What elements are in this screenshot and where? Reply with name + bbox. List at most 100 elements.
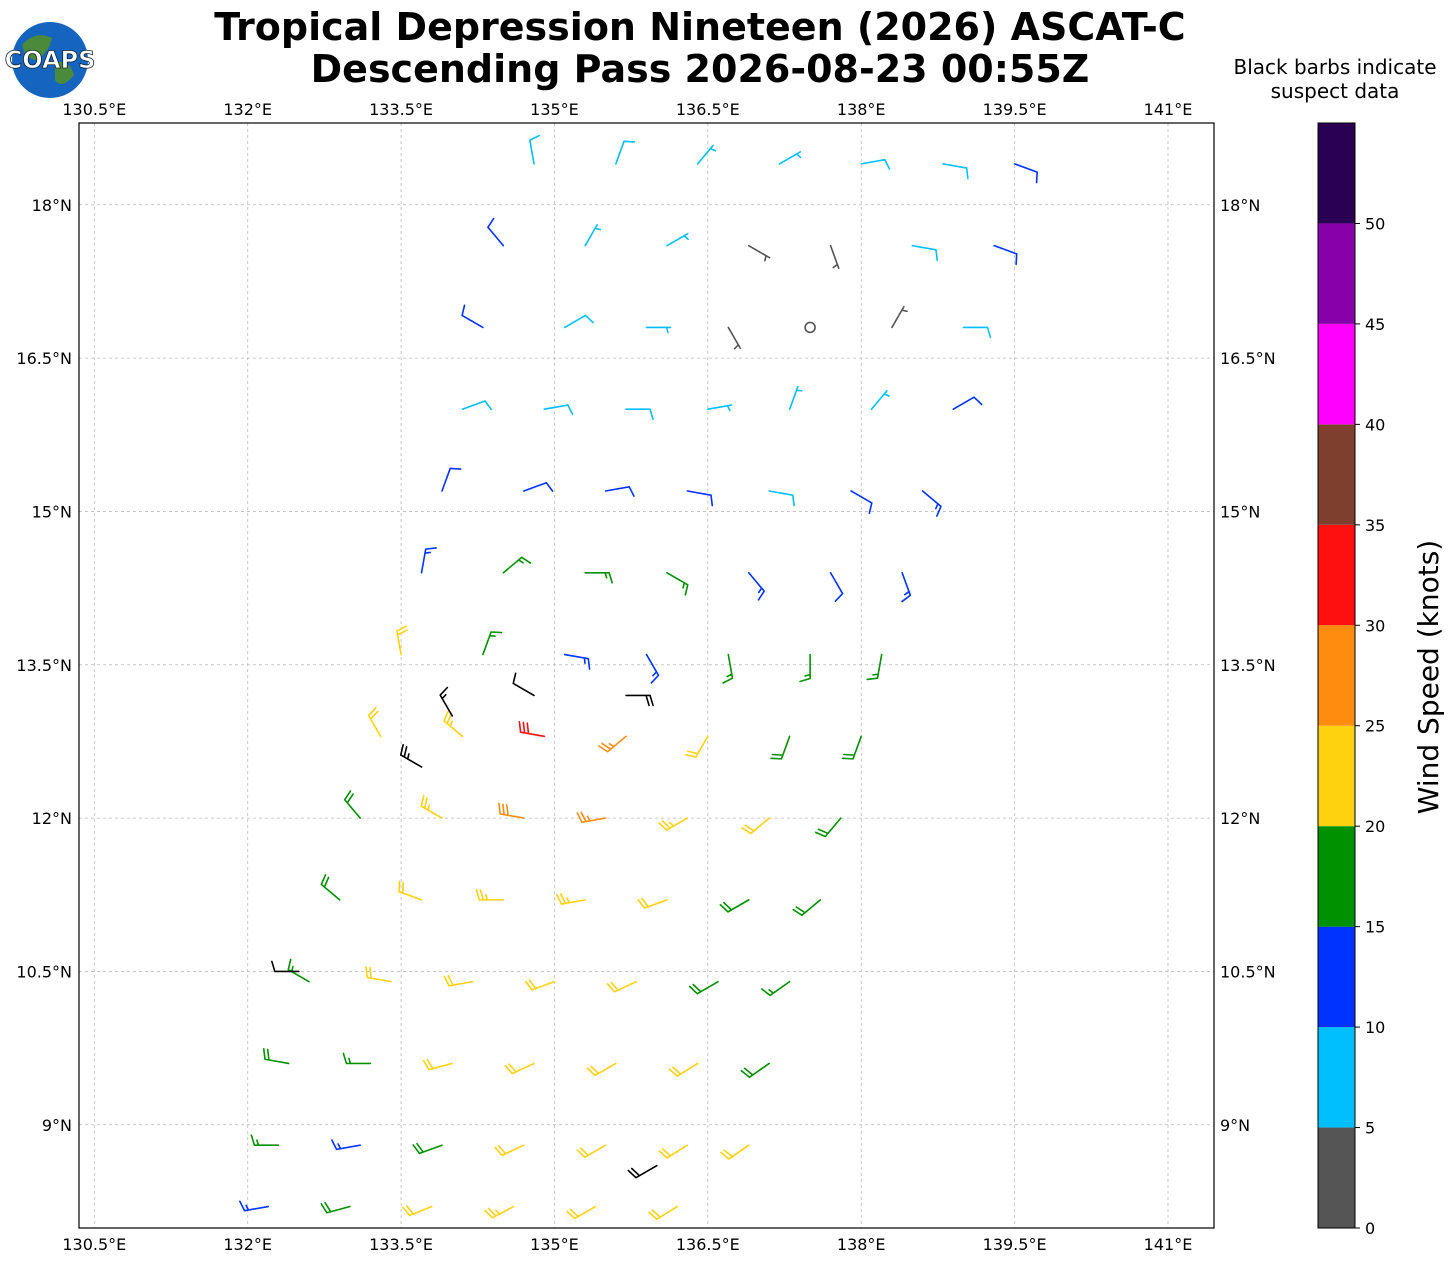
wind-barb [952,396,983,411]
wind-barb [850,490,873,514]
note: Black barbs indicate [1234,55,1437,79]
y-tick-label: 9°N [42,1116,72,1135]
wind-barb [761,980,791,997]
wind-barb [666,232,689,247]
x-tick-label: 141°E [1144,1235,1193,1254]
colorbar-bin [1318,123,1355,224]
note: suspect data [1271,79,1400,103]
colorbar-tick-label: 25 [1365,717,1385,736]
barbs [239,134,1038,1221]
colorbar-bin [1318,625,1355,726]
wind-barb [399,744,423,768]
wind-barb [441,467,462,492]
wind-barb [668,1062,699,1077]
wind-barb [993,244,1018,266]
wind-barb [740,1062,771,1078]
wind-barb [901,571,912,603]
y-tick-label: 9°N [1220,1116,1250,1135]
wind-barb [402,1205,433,1217]
wind-barb [367,707,382,738]
grid [79,123,1214,1228]
wind-barb [494,1144,525,1157]
plot-frame [78,122,1215,1229]
wind-barb [522,481,554,492]
wind-barb [720,1144,750,1160]
wind-barb [921,490,942,517]
colorbar-bin [1318,926,1355,1028]
wind-barb [684,735,709,758]
wind-barb [287,958,310,983]
x-tick-label: 138°E [837,100,886,119]
wind-barb [1013,163,1038,184]
y-tick-label: 16.5°N [16,349,72,368]
wind-barb [484,1205,515,1219]
colorbar-bin [1318,1127,1355,1228]
wind-barb [461,400,493,411]
x-tick-label: 132°E [223,1235,272,1254]
wind-barb [814,817,842,838]
wind-barb [420,795,443,819]
wind-barb [262,1048,290,1065]
wind-barb [475,889,505,901]
wind-barb [870,390,890,411]
wind-barb [962,326,992,339]
wind-barb [792,899,822,917]
wind-barb [625,694,654,707]
wind-barb [658,817,689,831]
wind-barb [412,1142,443,1155]
wind-barb [342,1052,372,1065]
x-tick-label: 139.5°E [983,100,1047,119]
wind-barb [422,1058,454,1071]
wind-barb [584,571,613,584]
wind-barb [627,1164,658,1179]
y-tick-label: 16.5°N [1220,349,1276,368]
wind-barb [860,158,891,170]
axes: 130.5°E 130.5°E 132°E 132°E 133.5°E 133.5°E 13… [16,100,1275,1254]
wind-barb [343,790,361,819]
colorbar-bin [1318,826,1355,927]
x-tick-label: 132°E [223,100,272,119]
wind-barb [645,326,672,334]
wind-barb [719,899,750,913]
wind-barb [543,404,574,416]
y-tick-label: 15°N [32,502,72,521]
y-tick-label: 10.5°N [1220,962,1276,981]
colorbar-tick-label: 35 [1365,516,1385,535]
y-tick-label: 12°N [32,809,72,828]
wind-barb [584,224,602,247]
wind-barb [443,974,474,987]
colorbar-label: Wind Speed (knots) [1412,540,1445,814]
x-tick-label: 136.5°E [676,1235,740,1254]
wind-barb [271,960,300,973]
colorbar-bin [1318,524,1355,626]
wind-barb [250,1134,280,1146]
wind-barb [487,217,505,247]
y-tick-label: 13.5°N [16,656,72,675]
colorbar-tick-label: 45 [1365,315,1385,334]
wind-barb [604,486,635,497]
wind-barb [606,980,638,993]
y-tick-label: 12°N [1220,809,1260,828]
calm-marker [804,321,816,334]
wind-barb [770,735,791,760]
wind-barb [504,1062,535,1075]
x-tick-label: 135°E [530,100,579,119]
colorbar-bin [1318,424,1355,525]
wind-barb [482,631,503,656]
wind-barb [529,134,540,165]
logo-text: COAPS [5,46,96,74]
colorbar-tick-label: 15 [1365,918,1385,937]
wind-barb [778,151,802,165]
x-tick-label: 139.5°E [983,1235,1047,1254]
wind-barb [556,893,586,905]
wind-barb [686,490,714,507]
logo-land [22,35,74,84]
colorbar-bin [1318,1027,1355,1128]
colorbar-tick-label: 5 [1365,1119,1375,1138]
wind-barb [747,571,765,601]
wind-barb [563,653,591,670]
x-tick-label: 130.5°E [62,1235,126,1254]
wind-barb [645,653,660,684]
wind-barb [637,897,668,909]
wind-barb [576,1144,607,1158]
